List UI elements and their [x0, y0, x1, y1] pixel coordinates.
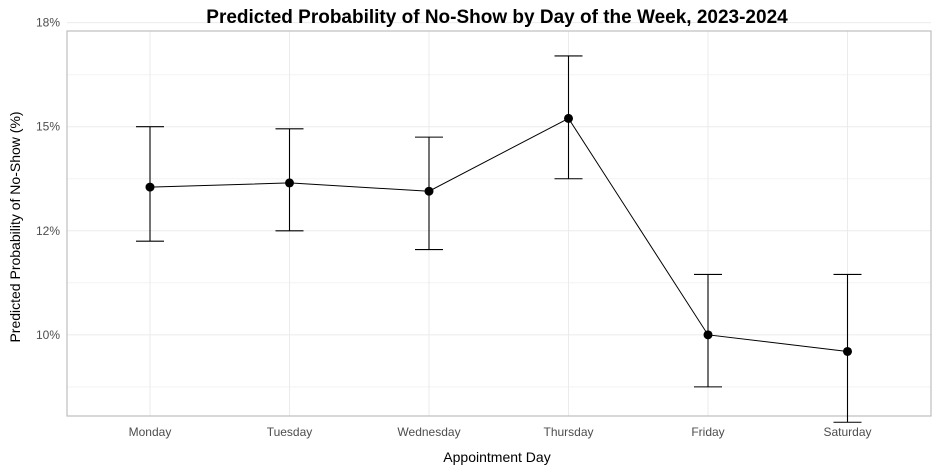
x-tick-label-monday: Monday: [129, 425, 172, 439]
y-tick-label: 15%: [36, 120, 60, 134]
x-tick-label-friday: Friday: [691, 425, 724, 439]
x-axis-ticks: Monday Tuesday Wednesday Thursday Friday Satu…: [129, 425, 872, 439]
x-tick-label-wednesday: Wednesday: [397, 425, 460, 439]
data-point-wednesday: [424, 186, 434, 196]
grid-lines: [67, 22, 931, 416]
series-line: [149, 117, 848, 352]
chart-title: Predicted Probability of No-Show by Day …: [206, 7, 788, 28]
data-point-friday: [703, 330, 713, 340]
data-point-monday: [145, 182, 155, 192]
panel-border: [66, 30, 932, 417]
y-axis-ticks: 10% 12% 15% 18%: [36, 16, 60, 342]
y-tick-label: 12%: [36, 224, 60, 238]
y-axis-label: Predicted Probability of No-Show (%): [7, 111, 23, 342]
x-tick-label-tuesday: Tuesday: [267, 425, 313, 439]
y-tick-label: 10%: [36, 328, 60, 342]
data-point-thursday: [564, 113, 573, 123]
data-layer: [136, 55, 862, 423]
data-point-saturday: [843, 346, 852, 356]
x-tick-label-saturday: Saturday: [823, 425, 871, 439]
x-tick-label-thursday: Thursday: [543, 425, 593, 439]
x-axis-label: Appointment Day: [443, 449, 550, 465]
y-tick-label: 18%: [36, 16, 60, 30]
data-point-tuesday: [285, 178, 294, 188]
